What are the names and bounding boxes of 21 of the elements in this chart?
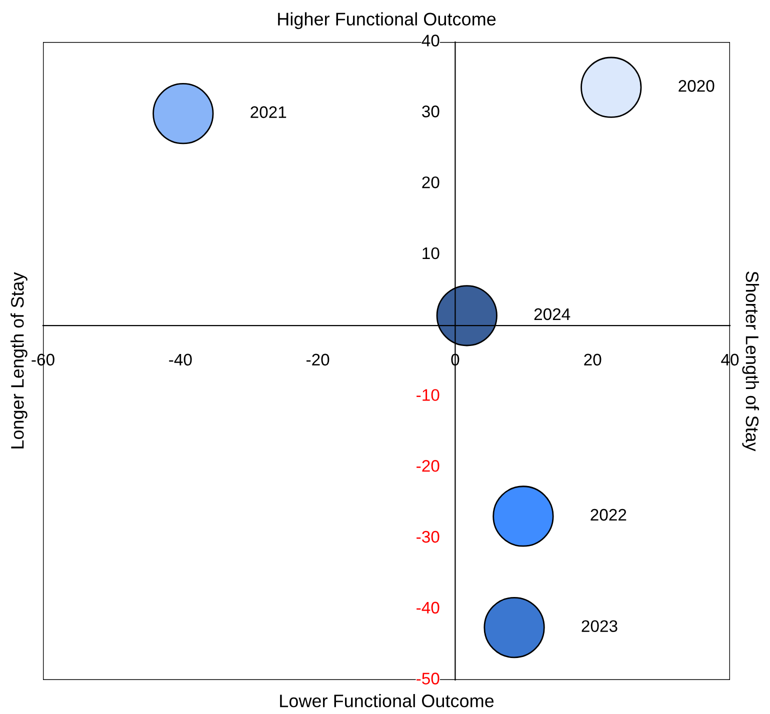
text: 2021 xyxy=(250,106,286,118)
x-axis-title: Lower Functional Outcome xyxy=(280,694,494,708)
y-tick-label: 30 xyxy=(422,106,440,118)
text: 2020 xyxy=(678,80,714,92)
chart-title: Higher Functional Outcome xyxy=(278,12,496,30)
y-axis-title: Longer Length of Stay xyxy=(10,272,28,448)
y-tick-label: 20 xyxy=(422,176,440,188)
y-tick-label: -50 xyxy=(416,672,440,684)
y-tick-label: -30 xyxy=(416,530,440,543)
text: 2023 xyxy=(582,620,618,632)
text: Shorter Length of Stay xyxy=(742,271,760,452)
y-tick-label: -20 xyxy=(416,460,440,472)
x-tick-label: -20 xyxy=(306,354,330,366)
x-tick-label: 20 xyxy=(584,354,602,366)
y-tick-label: -40 xyxy=(416,602,440,614)
x-tick-label: -40 xyxy=(169,354,192,366)
y-tick-label: 10 xyxy=(422,247,440,260)
text: 2024 xyxy=(534,308,570,320)
y-tick-label: -10 xyxy=(416,389,440,401)
text: 2022 xyxy=(590,508,626,521)
y-tick-label: 40 xyxy=(422,34,440,46)
